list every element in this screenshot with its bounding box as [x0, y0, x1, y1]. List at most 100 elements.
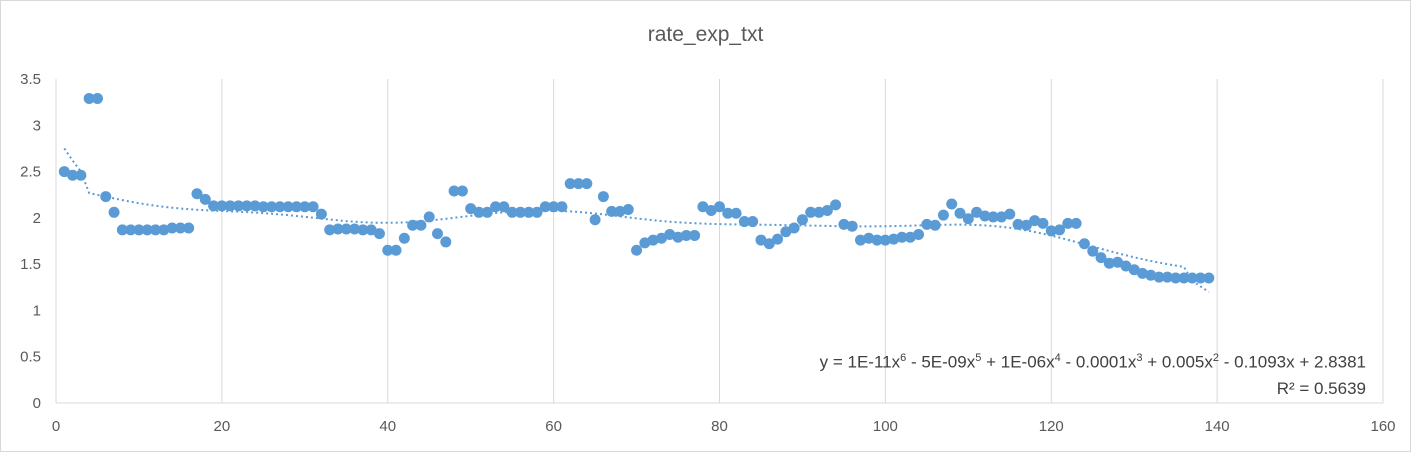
y-tick-label: 2.5	[20, 164, 41, 181]
x-tick-label: 160	[1370, 418, 1395, 435]
data-point	[1020, 219, 1032, 231]
data-point	[830, 199, 842, 211]
data-point	[597, 191, 609, 203]
data-point	[1070, 217, 1082, 229]
data-point	[125, 224, 137, 236]
data-point	[672, 231, 684, 243]
data-point	[365, 224, 377, 236]
data-point	[987, 211, 999, 223]
data-point	[67, 169, 79, 181]
data-point	[407, 219, 419, 231]
x-tick-label: 60	[545, 418, 562, 435]
data-point	[573, 178, 585, 190]
y-tick-label: 3	[33, 117, 41, 134]
y-tick-label: 0.5	[20, 349, 41, 366]
data-point	[382, 244, 394, 256]
data-point	[995, 211, 1007, 223]
data-point	[465, 203, 477, 215]
data-point	[539, 201, 551, 213]
data-point	[1054, 224, 1066, 236]
data-point	[432, 228, 444, 240]
equation-term-6: y = 1E-11x	[819, 352, 901, 372]
data-point	[274, 201, 286, 213]
data-point	[216, 200, 228, 212]
data-point	[340, 223, 352, 235]
data-point	[166, 222, 178, 234]
y-tick-label: 1	[33, 302, 41, 319]
data-point	[291, 201, 303, 213]
data-point	[523, 206, 535, 218]
data-point	[971, 206, 983, 218]
data-point	[904, 231, 916, 243]
x-tick-label: 80	[711, 418, 728, 435]
data-point	[490, 201, 502, 213]
data-point	[448, 185, 460, 197]
data-point	[647, 234, 659, 246]
data-point	[639, 237, 651, 249]
data-point	[357, 224, 369, 236]
trendline-equation: y = 1E-11x6 - 5E-09x5 + 1E-06x4 - 0.0001…	[820, 345, 1366, 376]
data-point	[1153, 271, 1165, 283]
data-point	[1029, 215, 1041, 227]
data-point	[796, 214, 808, 226]
equation-term-1: - 0.1093x + 2.8381	[1219, 352, 1366, 372]
data-point	[390, 244, 402, 256]
data-point	[1145, 269, 1157, 281]
data-point	[879, 234, 891, 246]
data-point	[373, 228, 385, 240]
data-point	[805, 206, 817, 218]
data-point	[1186, 272, 1198, 284]
data-point	[398, 232, 410, 244]
data-point	[299, 201, 311, 213]
y-tick-label: 1.5	[20, 256, 41, 273]
data-point	[1170, 272, 1182, 284]
data-point	[913, 229, 925, 241]
data-point	[722, 207, 734, 219]
data-point	[888, 233, 900, 245]
data-point	[614, 205, 626, 217]
data-point	[1136, 267, 1148, 279]
data-point	[158, 224, 170, 236]
data-point	[1095, 252, 1107, 264]
data-point	[937, 209, 949, 221]
data-point	[241, 200, 253, 212]
data-point	[315, 208, 327, 220]
data-point	[896, 231, 908, 243]
data-point	[249, 200, 261, 212]
data-point	[954, 207, 966, 219]
data-point	[257, 201, 269, 213]
x-tick-label: 0	[52, 418, 60, 435]
equation-exp-4: 4	[1054, 352, 1061, 364]
data-point	[564, 178, 576, 190]
data-point	[282, 201, 294, 213]
data-point	[589, 214, 601, 226]
equation-term-2: + 0.005x	[1142, 352, 1213, 372]
y-tick-label: 3.5	[20, 71, 41, 88]
data-point	[548, 201, 560, 213]
equation-term-5: - 5E-09x	[906, 352, 976, 372]
x-tick-label: 120	[1039, 418, 1064, 435]
data-point	[1062, 217, 1074, 229]
data-point	[307, 201, 319, 213]
data-point	[423, 211, 435, 223]
equation-exp-5: 5	[975, 352, 982, 364]
data-point	[58, 166, 70, 178]
data-point	[266, 201, 278, 213]
data-point	[232, 200, 244, 212]
data-point	[514, 206, 526, 218]
data-point	[224, 200, 236, 212]
trendline-equation-box: y = 1E-11x6 - 5E-09x5 + 1E-06x4 - 0.0001…	[820, 345, 1366, 402]
data-point	[714, 201, 725, 213]
data-point	[631, 244, 643, 256]
x-tick-label: 20	[214, 418, 231, 435]
y-tick-label: 0	[33, 395, 41, 412]
data-point	[91, 92, 103, 104]
data-point	[664, 229, 676, 241]
data-point	[174, 222, 186, 234]
data-point	[871, 234, 883, 246]
trendline	[63, 147, 1210, 293]
chart-title: rate_exp_txt	[647, 23, 764, 46]
data-point	[689, 229, 701, 241]
